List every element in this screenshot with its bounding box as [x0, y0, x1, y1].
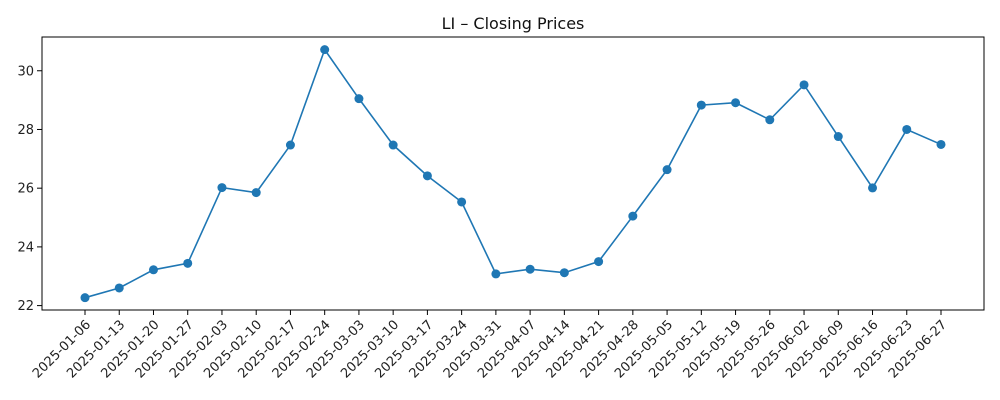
data-point [936, 139, 946, 149]
data-point [594, 257, 604, 267]
y-tick-label: 22 [17, 299, 34, 314]
data-point [662, 165, 672, 175]
y-tick-label: 24 [17, 240, 34, 255]
data-point [251, 188, 261, 198]
data-point [217, 183, 227, 193]
data-point [799, 80, 809, 90]
data-point [183, 258, 193, 268]
data-point [80, 293, 90, 303]
data-point [114, 283, 124, 293]
plot-area: 22242628302025-01-062025-01-132025-01-20… [17, 45, 950, 381]
data-point [491, 269, 501, 279]
data-point [765, 115, 775, 125]
data-point [320, 45, 330, 55]
y-tick-label: 26 [17, 182, 34, 197]
data-point [457, 197, 467, 207]
data-point [559, 268, 569, 278]
data-point [833, 132, 843, 142]
data-point [354, 94, 364, 104]
y-tick-label: 30 [17, 64, 34, 79]
series-line [84, 47, 942, 299]
data-point [902, 124, 912, 134]
data-point [696, 100, 706, 110]
data-point [525, 264, 535, 274]
data-point [148, 265, 158, 275]
y-tick-label: 28 [17, 123, 34, 138]
data-point [422, 171, 432, 181]
chart-title: LI – Closing Prices [442, 14, 585, 33]
plot-frame [41, 36, 985, 311]
data-point [731, 98, 741, 108]
data-point [868, 183, 878, 193]
data-point [628, 211, 638, 221]
data-point [388, 140, 398, 150]
data-point [285, 140, 295, 150]
